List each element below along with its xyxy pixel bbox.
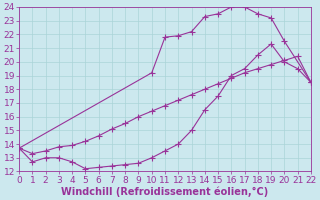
X-axis label: Windchill (Refroidissement éolien,°C): Windchill (Refroidissement éolien,°C): [61, 186, 269, 197]
